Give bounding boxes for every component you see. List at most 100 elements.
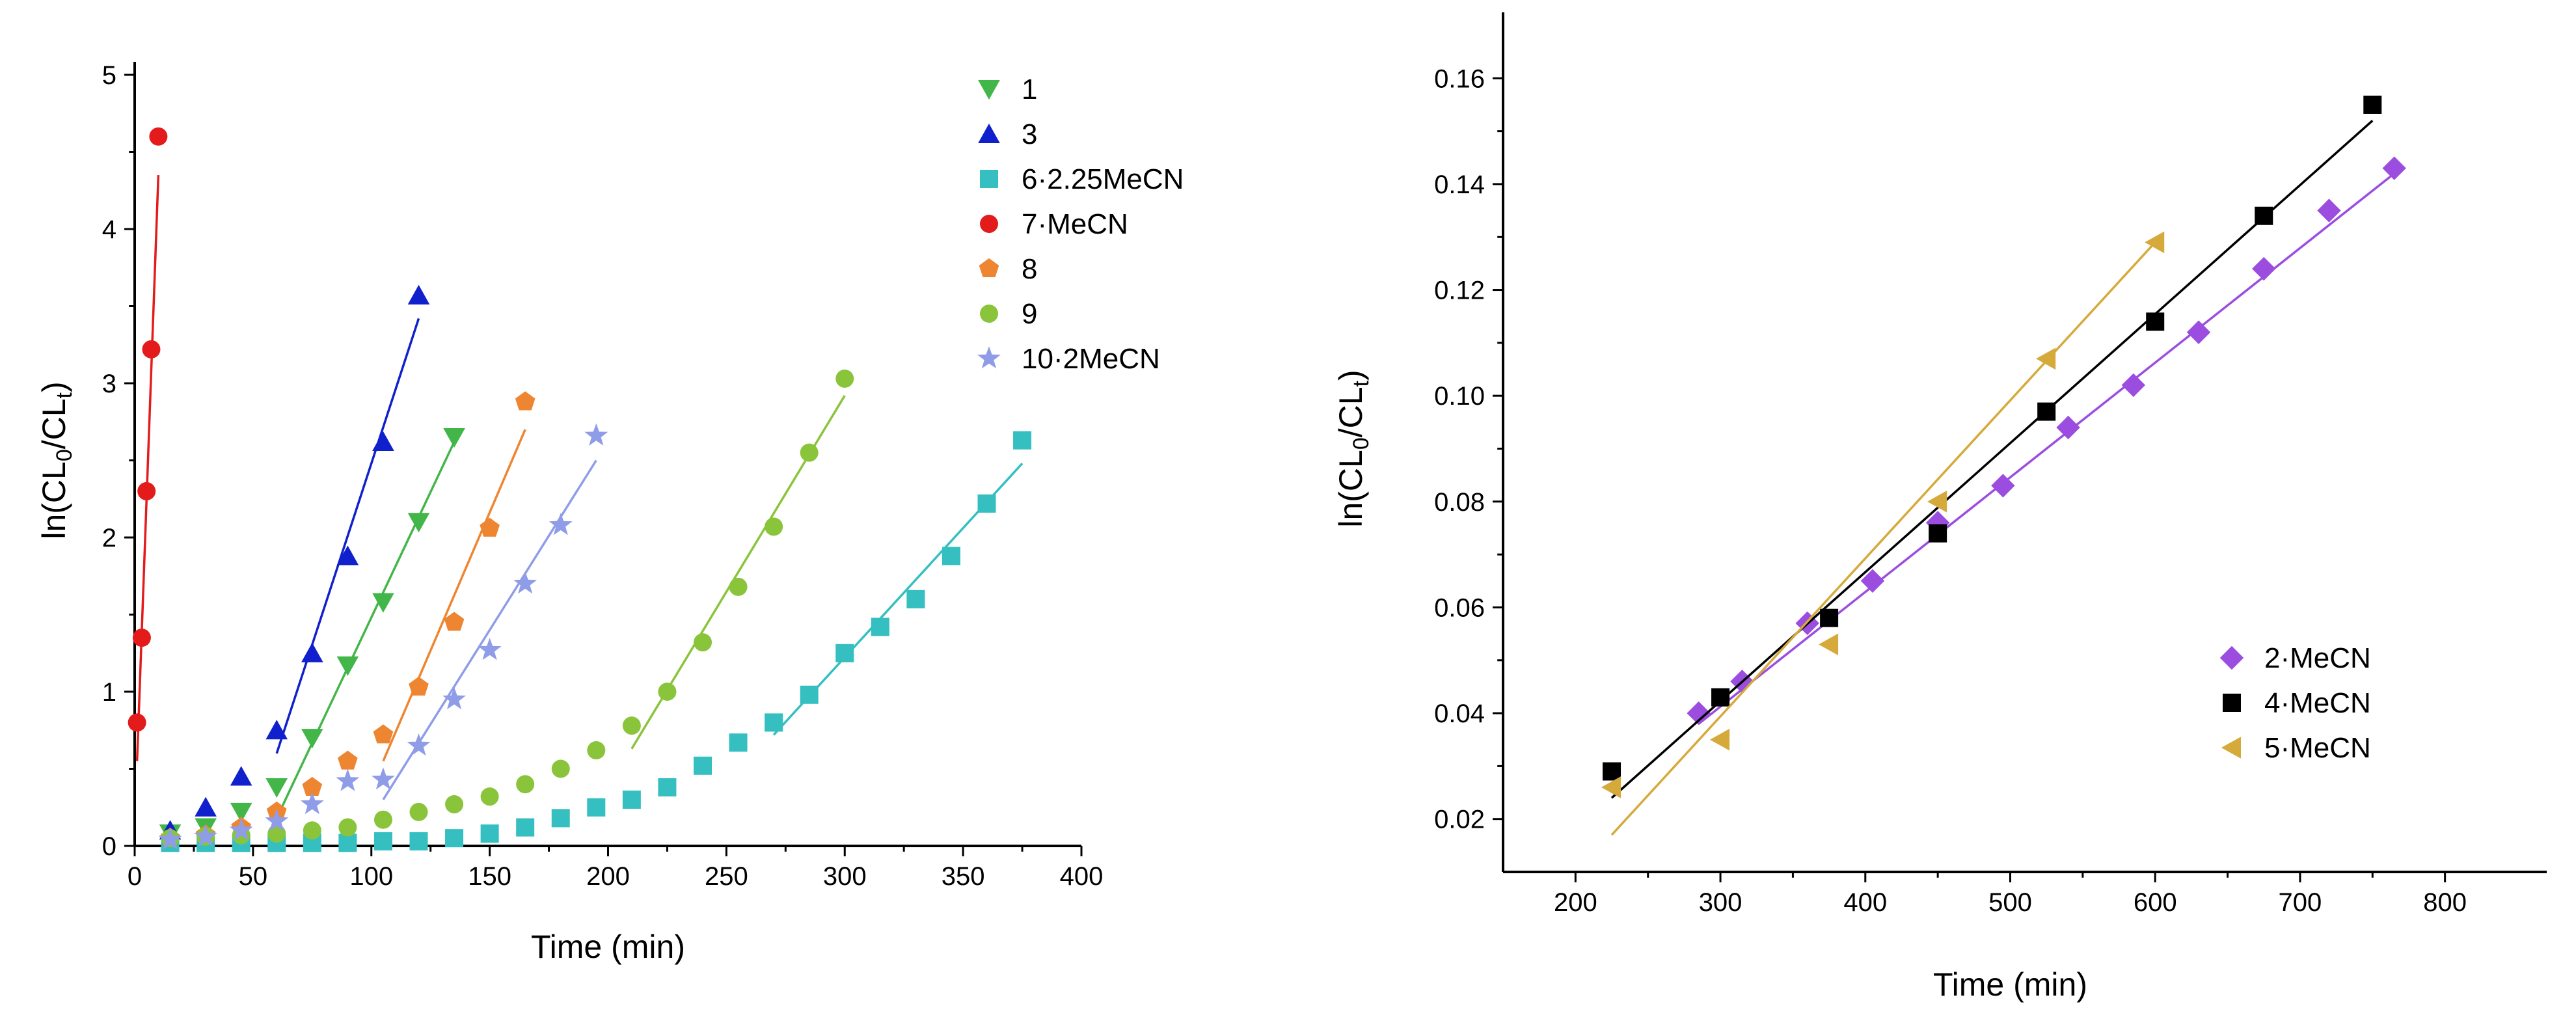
right-point-2-mecn	[2056, 415, 2080, 440]
left-y-axis-label: ln(CL0/CLt)	[36, 381, 77, 539]
right-y-tick-label: 0.14	[1434, 170, 1485, 199]
right-legend-label-5-mecn: 5·MeCN	[2264, 732, 2371, 764]
left-point-9	[303, 821, 321, 840]
left-point-8	[444, 612, 465, 631]
left-series-7-mecn	[128, 127, 168, 761]
left-point-1	[443, 428, 465, 448]
left-point-9	[445, 795, 464, 814]
left-point-10-2mecn	[584, 423, 608, 446]
left-point-9	[480, 787, 499, 806]
left-point-6-2-25mecn	[729, 733, 748, 752]
left-point-10-2mecn	[442, 686, 467, 710]
right-series-4-mecn	[1603, 95, 2382, 799]
right-point-2-mecn	[1991, 474, 2015, 498]
left-legend-label-6-2-25mecn: 6·2.25MeCN	[1022, 163, 1184, 195]
right-point-2-mecn	[2252, 256, 2276, 281]
left-series-10-2mecn	[158, 423, 608, 850]
right-y-tick-label: 0.08	[1434, 488, 1485, 517]
right-chart: 200 300 400 500 600 700 800 0.02 0.04 0.06 0.08 0.1…	[1333, 12, 2547, 1003]
right-legend-label-4-mecn: 4·MeCN	[2264, 687, 2371, 719]
left-point-10-2mecn	[513, 571, 537, 594]
right-series-2-mecn	[1687, 156, 2406, 726]
right-y-tick-label: 0.10	[1434, 382, 1485, 411]
left-fit-line-7-mecn	[135, 174, 160, 761]
right-point-4-mecn	[2146, 312, 2165, 331]
right-point-2-mecn	[2317, 198, 2341, 223]
left-point-9	[658, 683, 677, 701]
right-legend-symbol-4-mecn	[2223, 694, 2241, 712]
right-legend-label-2-mecn: 2·MeCN	[2264, 642, 2371, 674]
left-point-6-2-25mecn	[622, 790, 641, 809]
left-series-3	[159, 284, 430, 840]
left-point-6-2-25mecn	[338, 834, 357, 852]
right-point-4-mecn	[1929, 524, 1947, 543]
left-point-8	[338, 750, 358, 770]
left-point-9	[409, 802, 428, 821]
left-point-6-2-25mecn	[516, 818, 535, 837]
left-point-3	[372, 431, 394, 452]
left-legend-symbol-7-mecn	[980, 215, 998, 233]
right-legend-symbol-5-mecn	[2221, 737, 2241, 759]
left-point-1	[407, 513, 430, 533]
left-y-tick-label: 1	[102, 678, 116, 707]
left-point-7-mecn	[142, 340, 161, 359]
left-x-tick-label: 300	[823, 862, 867, 891]
left-point-10-2mecn	[478, 638, 502, 660]
left-point-10-2mecn	[371, 767, 395, 790]
left-point-1	[301, 729, 323, 749]
left-y-tick-label: 2	[102, 524, 116, 552]
left-x-tick-label: 250	[705, 862, 748, 891]
left-point-8	[409, 676, 429, 696]
left-y-tick-label: 0	[102, 832, 116, 861]
left-legend-symbol-9	[980, 305, 998, 323]
left-point-3	[195, 796, 217, 817]
right-y-tick-label: 0.06	[1434, 593, 1485, 622]
right-series-5-mecn	[1601, 231, 2165, 836]
left-x-tick-label: 200	[586, 862, 630, 891]
left-legend-symbol-3	[978, 123, 1000, 143]
right-legend-symbol-2-mecn	[2219, 645, 2244, 670]
left-point-6-2-25mecn	[1013, 431, 1032, 450]
left-point-7-mecn	[149, 127, 168, 146]
left-point-1	[265, 778, 288, 798]
left-point-6-2-25mecn	[480, 824, 499, 843]
right-y-tick-label: 0.16	[1434, 64, 1485, 93]
right-point-5-mecn	[1927, 491, 1947, 513]
left-point-9	[729, 577, 748, 596]
left-point-9	[516, 775, 535, 794]
right-point-2-mecn	[1860, 569, 1885, 593]
left-point-1	[230, 802, 252, 822]
left-point-8	[302, 776, 323, 796]
right-point-5-mecn	[1709, 728, 1730, 751]
right-x-tick-label: 500	[1988, 888, 2032, 917]
left-legend-symbol-8	[979, 258, 999, 278]
left-point-6-2-25mecn	[587, 798, 606, 817]
left-point-10-2mecn	[300, 792, 324, 815]
left-legend-label-1: 1	[1022, 74, 1037, 105]
left-point-3	[265, 720, 288, 740]
left-fit-line-8	[382, 429, 526, 762]
left-point-10-2mecn	[549, 513, 573, 536]
right-point-5-mecn	[1601, 776, 1621, 798]
left-point-6-2-25mecn	[694, 756, 712, 775]
right-fit-line-5-mecn	[1610, 241, 2156, 836]
left-point-6-2-25mecn	[800, 685, 819, 704]
left-x-tick-label: 0	[128, 862, 142, 891]
left-point-3	[407, 284, 430, 305]
left-point-6-2-25mecn	[409, 832, 428, 850]
right-point-2-mecn	[2186, 320, 2211, 344]
left-point-10-2mecn	[407, 733, 431, 756]
right-y-tick-label: 0.02	[1434, 806, 1485, 834]
right-y-tick-label: 0.12	[1434, 277, 1485, 305]
left-x-axis-label: Time (min)	[531, 929, 685, 965]
left-x-tick-label: 100	[349, 862, 393, 891]
right-y-axis-label: ln(CL0/CLt)	[1333, 370, 1374, 527]
left-fit-line-1	[275, 441, 455, 819]
right-point-4-mecn	[1820, 608, 1839, 627]
left-point-9	[694, 633, 712, 652]
right-point-4-mecn	[1711, 688, 1730, 707]
right-x-tick-label: 200	[1554, 888, 1597, 917]
left-legend-label-3: 3	[1022, 118, 1037, 150]
left-point-9	[338, 818, 357, 837]
left-y-tick-label: 4	[102, 215, 116, 244]
